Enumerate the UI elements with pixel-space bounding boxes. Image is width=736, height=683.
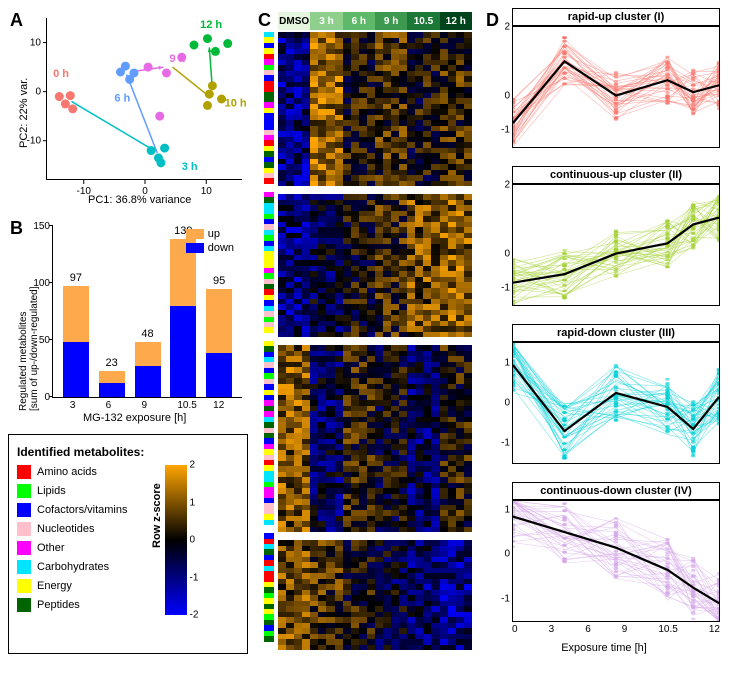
- panel-d-cluster-lines: D rapid-up cluster (I)-102continuous-up …: [484, 8, 724, 654]
- panel-a-pca-scatter: A -10-100010100 h3 h6 h9 h10 h12 h PC2: …: [8, 8, 248, 208]
- panel-a-ylabel: PC2: 22% var.: [18, 78, 30, 148]
- svg-text:6 h: 6 h: [114, 92, 130, 104]
- svg-text:0: 0: [35, 87, 41, 98]
- svg-text:10 h: 10 h: [225, 97, 247, 109]
- panel-b-xlabel: MG-132 exposure [h]: [83, 412, 186, 424]
- heatmap-row-annotations: [264, 32, 274, 650]
- colorbar-container: Row z-score -2-1012: [149, 465, 187, 615]
- legend-item: Nucleotides: [17, 522, 127, 536]
- legend-item: Peptides: [17, 598, 127, 612]
- heatmap-body: [278, 32, 472, 650]
- panel-d-label: D: [486, 10, 499, 31]
- panel-b-label: B: [10, 218, 23, 239]
- metabolite-legend-box: Identified metabolites: Amino acids Lipid…: [8, 434, 248, 654]
- svg-text:10: 10: [30, 38, 42, 49]
- cluster-panel: continuous-down cluster (IV)-101036910.5…: [484, 482, 724, 636]
- cluster-panel: continuous-up cluster (II)-102: [484, 166, 724, 320]
- legend-item: Lipids: [17, 484, 127, 498]
- svg-text:0 h: 0 h: [53, 68, 69, 80]
- panel-a-svg: -10-100010100 h3 h6 h9 h10 h12 h: [47, 18, 242, 179]
- legend-items: Amino acids Lipids Cofactors/vitamins Nucle…: [17, 465, 127, 615]
- legend-item: Carbohydrates: [17, 560, 127, 574]
- colorbar: -2-1012: [165, 465, 187, 615]
- panel-b-legend: up down: [186, 228, 234, 256]
- svg-text:12 h: 12 h: [200, 19, 222, 31]
- legend-up-label: up: [208, 228, 220, 240]
- legend-down-label: down: [208, 242, 234, 254]
- panel-a-xlabel: PC1: 36.8% variance: [88, 194, 191, 206]
- panel-c-label: C: [258, 10, 271, 31]
- panel-a-label: A: [10, 10, 23, 31]
- legend-item: Other: [17, 541, 127, 555]
- svg-text:3 h: 3 h: [182, 161, 198, 173]
- heatmap-header: DMSO3 h6 h9 h10.512 h: [278, 12, 472, 30]
- svg-text:9 h: 9 h: [170, 53, 186, 65]
- svg-text:10: 10: [201, 186, 213, 197]
- panel-c-heatmap: C DMSO3 h6 h9 h10.512 h: [256, 8, 476, 654]
- panel-d-xlabel: Exposure time [h]: [484, 642, 724, 654]
- colorbar-label: Row z-score: [151, 532, 163, 548]
- legend-item: Cofactors/vitamins: [17, 503, 127, 517]
- legend-item: Amino acids: [17, 465, 127, 479]
- cluster-panel: rapid-down cluster (III)-101: [484, 324, 724, 478]
- panel-b-bar-chart: B 05010015097323648913910.59512 up down …: [8, 216, 248, 426]
- panel-b-ylabel: Regulated metabolites [sum of up-/down-r…: [18, 286, 40, 411]
- legend-item: Energy: [17, 579, 127, 593]
- legend-title: Identified metabolites:: [17, 445, 239, 459]
- panel-a-chart-area: -10-100010100 h3 h6 h9 h10 h12 h: [46, 18, 242, 180]
- cluster-panel: rapid-up cluster (I)-102: [484, 8, 724, 162]
